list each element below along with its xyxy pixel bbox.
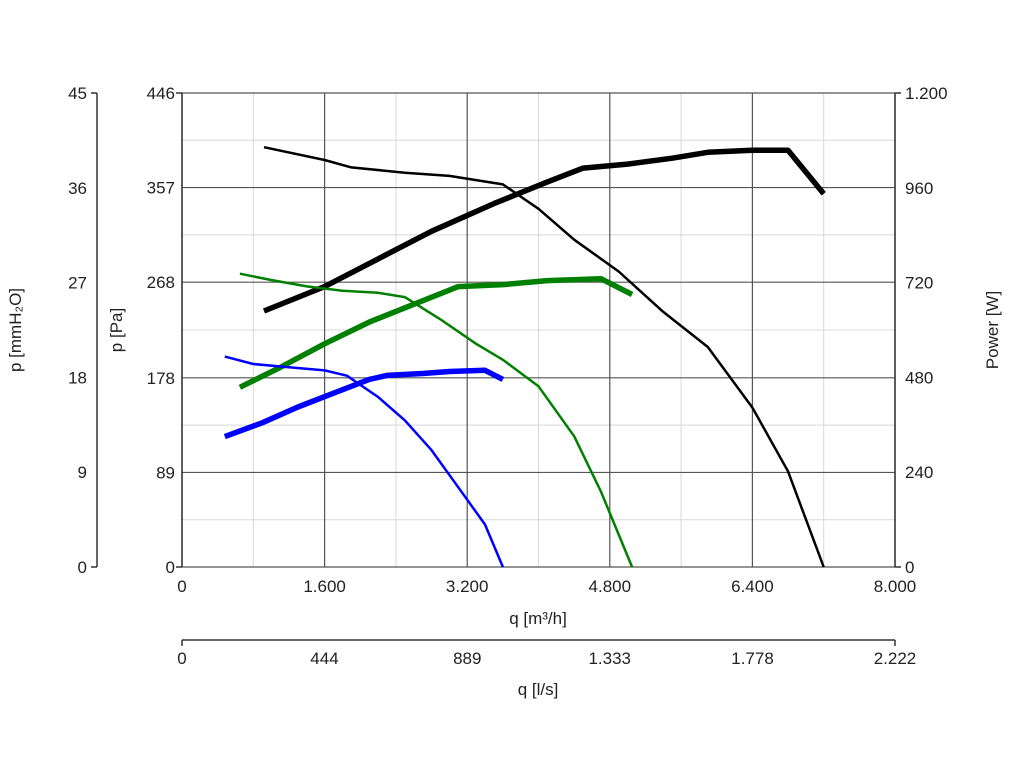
y-pa-tick-label: 89	[156, 463, 175, 482]
x-secondary-tick-label: 889	[453, 649, 481, 668]
y-pa-tick-label: 178	[147, 369, 175, 388]
x-secondary-tick-label: 0	[177, 649, 186, 668]
x-secondary-tick-label: 1.778	[731, 649, 774, 668]
x-primary-tick-label: 6.400	[731, 577, 774, 596]
x-primary-axis-title: q [m³/h]	[509, 609, 567, 628]
y-pa-tick-label: 446	[147, 84, 175, 103]
y-mmh2o-tick-label: 0	[78, 558, 87, 577]
x-primary-tick-label: 1.600	[303, 577, 346, 596]
x-primary-tick-label: 4.800	[589, 577, 632, 596]
y-power-tick-label: 720	[905, 274, 933, 293]
y-pa-tick-label: 357	[147, 179, 175, 198]
pressure-curve-4	[224, 355, 505, 568]
pressure-curve-0	[263, 145, 825, 568]
x-primary-tick-label: 8.000	[874, 577, 917, 596]
x-secondary-tick-label: 444	[310, 649, 338, 668]
y-power-axis-title: Power [W]	[983, 291, 1002, 369]
y-mmh2o-tick-label: 18	[68, 368, 87, 387]
axes	[91, 92, 901, 646]
y-mmh2o-tick-label: 9	[78, 463, 87, 482]
y-power-tick-label: 960	[905, 179, 933, 198]
x-secondary-axis-title: q [l/s]	[518, 680, 559, 699]
y-power-tick-label: 0	[905, 558, 914, 577]
y-mmh2o-tick-label: 45	[68, 84, 87, 103]
y-mmh2o-tick-label: 27	[68, 274, 87, 293]
y-pa-axis-title: p [Pa]	[107, 308, 126, 352]
y-pa-tick-label: 268	[147, 273, 175, 292]
x-secondary-tick-label: 2.222	[874, 649, 917, 668]
x-primary-tick-label: 3.200	[446, 577, 489, 596]
y-mmh2o-tick-label: 36	[68, 179, 87, 198]
y-power-tick-label: 240	[905, 463, 933, 482]
power-curve-3	[238, 275, 634, 390]
minor-gridlines	[182, 93, 895, 567]
series-lines	[223, 145, 826, 568]
y-power-tick-label: 480	[905, 368, 933, 387]
y-power-tick-label: 1.200	[905, 84, 948, 103]
x-primary-tick-label: 0	[177, 577, 186, 596]
y-mmh2o-axis-title: p [mmH₂O]	[6, 288, 25, 372]
y-pa-tick-label: 0	[166, 558, 175, 577]
power-curve-1	[262, 147, 826, 314]
power-curve-5	[223, 367, 505, 440]
x-secondary-tick-label: 1.333	[588, 649, 631, 668]
pressure-curve-2	[239, 272, 634, 568]
